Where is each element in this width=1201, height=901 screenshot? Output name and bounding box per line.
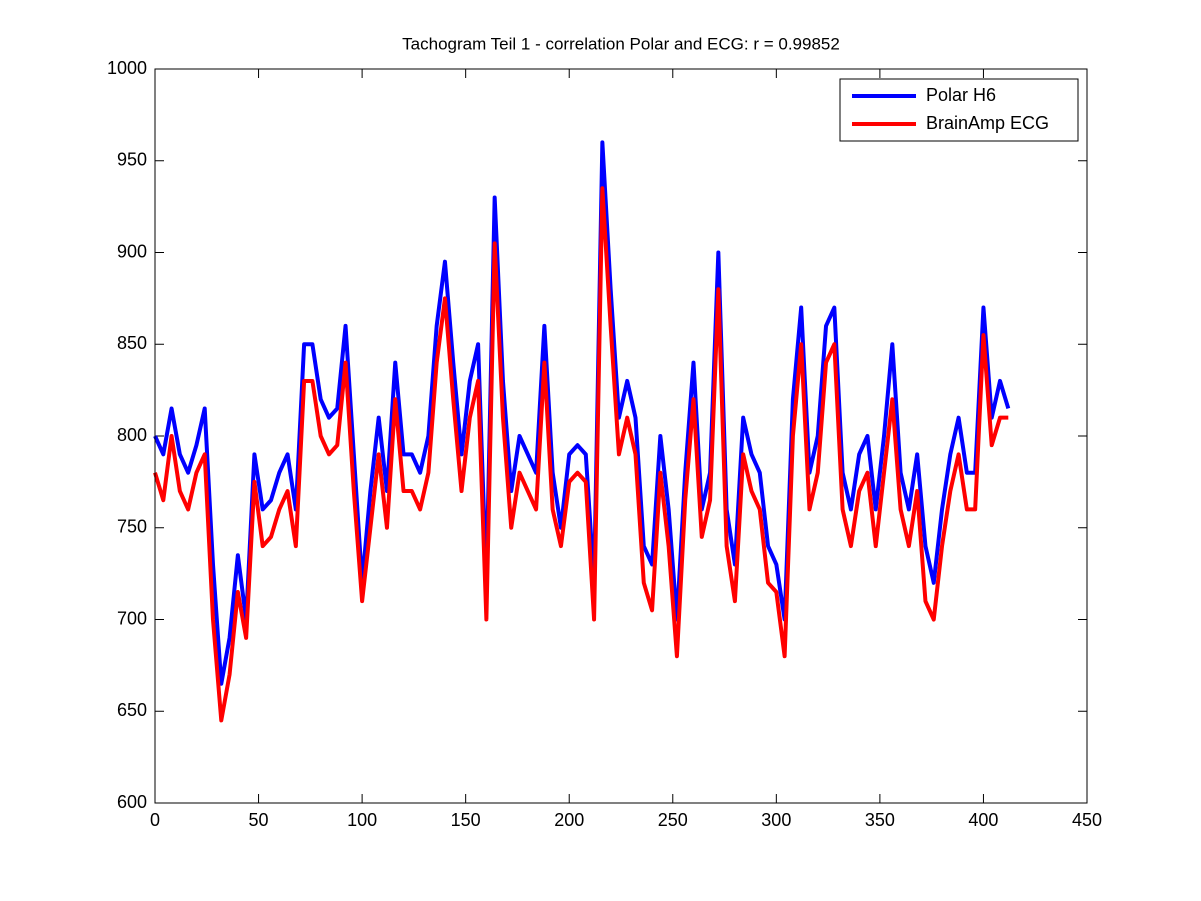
x-tick-label: 50 — [249, 810, 269, 830]
legend-label: BrainAmp ECG — [926, 113, 1049, 133]
x-tick-label: 350 — [865, 810, 895, 830]
x-tick-label: 450 — [1072, 810, 1102, 830]
y-tick-label: 850 — [117, 333, 147, 353]
legend-box — [839, 78, 1079, 142]
legend-label: Polar H6 — [926, 85, 996, 105]
x-tick-label: 150 — [451, 810, 481, 830]
x-tick-label: 100 — [347, 810, 377, 830]
x-tick-label: 250 — [658, 810, 688, 830]
x-tick-label: 200 — [554, 810, 584, 830]
y-tick-label: 700 — [117, 608, 147, 628]
plot-frame — [154, 68, 1088, 804]
y-tick-label: 800 — [117, 425, 147, 445]
line-series — [153, 186, 1009, 723]
y-tick-label: 1000 — [107, 58, 147, 78]
y-tick-label: 900 — [117, 241, 147, 261]
chart-title: Tachogram Teil 1 - correlation Polar and… — [402, 34, 840, 53]
y-tick-label: 650 — [117, 700, 147, 720]
x-tick-label: 300 — [761, 810, 791, 830]
y-tick-label: 950 — [117, 150, 147, 170]
y-tick-label: 600 — [117, 792, 147, 812]
x-tick-label: 0 — [150, 810, 160, 830]
y-tick-label: 750 — [117, 517, 147, 537]
x-tick-label: 400 — [968, 810, 998, 830]
